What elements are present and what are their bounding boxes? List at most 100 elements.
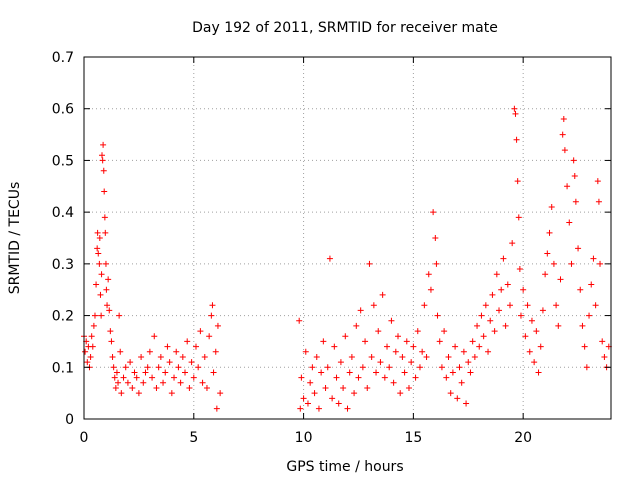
data-point xyxy=(575,245,582,252)
data-point xyxy=(594,178,601,185)
data-point xyxy=(162,369,169,376)
data-point xyxy=(408,359,415,366)
data-point xyxy=(98,312,105,319)
data-point xyxy=(298,374,305,381)
data-point xyxy=(144,364,151,371)
data-point xyxy=(460,348,467,355)
data-point xyxy=(403,338,410,345)
x-tick-label: 0 xyxy=(80,430,89,446)
data-point xyxy=(583,364,590,371)
data-point xyxy=(443,374,450,381)
data-point xyxy=(515,214,522,221)
data-point xyxy=(99,157,106,164)
x-tick-label: 15 xyxy=(404,430,422,446)
data-point xyxy=(188,359,195,366)
x-tick-label: 10 xyxy=(295,430,313,446)
data-point xyxy=(557,276,564,283)
data-point xyxy=(489,291,496,298)
data-point xyxy=(441,328,448,335)
data-point xyxy=(550,260,557,267)
data-point xyxy=(184,338,191,345)
data-point xyxy=(182,369,189,376)
data-point xyxy=(456,364,463,371)
data-point xyxy=(213,405,220,412)
y-tick-label: 0.1 xyxy=(52,360,74,376)
data-point xyxy=(498,286,505,293)
data-point xyxy=(304,400,311,407)
data-point xyxy=(423,353,430,360)
data-point xyxy=(375,328,382,335)
data-point xyxy=(458,379,465,386)
data-point xyxy=(465,359,472,366)
data-point xyxy=(311,390,318,397)
data-point xyxy=(195,364,202,371)
data-point xyxy=(555,322,562,329)
data-point xyxy=(592,302,599,309)
data-point xyxy=(333,374,340,381)
data-point xyxy=(504,281,511,288)
plot-frame xyxy=(83,56,612,420)
data-point xyxy=(320,338,327,345)
data-point xyxy=(514,178,521,185)
data-point xyxy=(438,364,445,371)
data-point xyxy=(517,312,524,319)
data-point xyxy=(546,229,553,236)
data-point xyxy=(386,364,393,371)
data-point xyxy=(199,379,206,386)
data-point xyxy=(425,271,432,278)
data-point xyxy=(210,369,217,376)
data-point xyxy=(381,374,388,381)
data-point xyxy=(342,333,349,340)
data-point xyxy=(430,209,437,216)
data-point xyxy=(168,390,175,397)
data-point xyxy=(171,374,178,381)
data-point xyxy=(120,374,127,381)
data-point xyxy=(307,379,314,386)
data-point xyxy=(357,307,364,314)
data-point xyxy=(471,353,478,360)
data-point xyxy=(370,302,377,309)
data-point xyxy=(405,384,412,391)
data-point xyxy=(586,312,593,319)
data-point xyxy=(482,302,489,309)
data-point xyxy=(419,348,426,355)
data-point xyxy=(97,291,104,298)
data-point xyxy=(528,317,535,324)
data-point xyxy=(209,302,216,309)
data-point xyxy=(377,359,384,366)
data-point xyxy=(115,379,122,386)
data-point xyxy=(353,322,360,329)
data-point xyxy=(432,235,439,241)
data-point xyxy=(531,359,538,366)
data-point xyxy=(447,390,454,397)
data-point xyxy=(433,260,440,267)
data-point xyxy=(355,374,362,381)
data-point xyxy=(410,343,417,350)
data-point xyxy=(539,307,546,314)
data-point xyxy=(511,105,518,112)
data-point xyxy=(96,235,103,241)
data-point xyxy=(467,369,474,376)
data-point xyxy=(572,198,579,205)
data-point xyxy=(544,250,551,257)
data-point xyxy=(192,343,199,350)
data-point xyxy=(206,333,213,340)
data-point xyxy=(102,260,109,267)
data-point xyxy=(324,364,331,371)
data-point xyxy=(397,390,404,397)
data-point xyxy=(87,353,94,360)
data-point xyxy=(166,359,173,366)
data-point xyxy=(99,152,106,159)
data-point xyxy=(351,390,358,397)
data-point xyxy=(373,369,380,376)
data-point xyxy=(82,348,89,355)
data-point xyxy=(108,338,115,345)
data-point xyxy=(302,348,309,355)
data-point xyxy=(131,369,138,376)
data-point xyxy=(94,245,101,252)
data-point xyxy=(151,333,158,340)
data-point xyxy=(516,266,523,273)
data-point xyxy=(322,384,329,391)
data-point xyxy=(509,240,516,247)
data-point xyxy=(384,343,391,350)
